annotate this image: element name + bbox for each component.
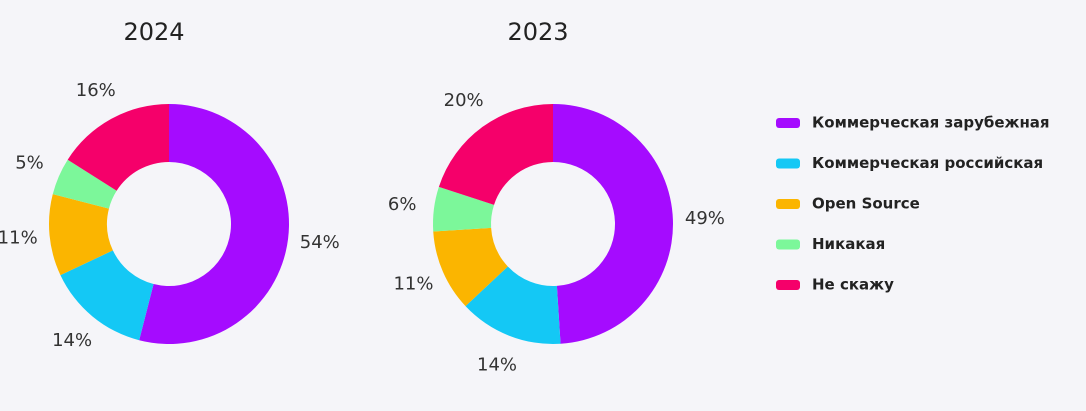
chart-title: 2023 bbox=[507, 18, 568, 46]
value-label: 16% bbox=[76, 80, 116, 101]
value-label: 49% bbox=[685, 208, 725, 229]
donut-slice bbox=[139, 104, 290, 344]
donut-slice bbox=[67, 104, 169, 191]
chart-title: 2024 bbox=[123, 18, 184, 46]
donut-slice bbox=[433, 227, 508, 307]
value-label: 14% bbox=[477, 354, 517, 375]
value-label: 54% bbox=[300, 232, 340, 253]
donut-slice bbox=[48, 194, 113, 276]
donut-slice bbox=[438, 104, 553, 205]
legend-label: Коммерческая зарубежная bbox=[812, 114, 1050, 132]
value-label: 6% bbox=[388, 194, 417, 215]
donut-slice bbox=[465, 266, 561, 344]
donut-slice bbox=[52, 159, 117, 209]
donut-slice bbox=[60, 250, 154, 341]
value-label: 5% bbox=[15, 153, 44, 174]
value-label: 11% bbox=[0, 227, 38, 248]
value-label: 11% bbox=[393, 273, 433, 294]
legend-swatch bbox=[776, 158, 800, 169]
legend-swatch bbox=[776, 118, 800, 128]
legend-label: Open Source bbox=[812, 195, 920, 213]
legend-label: Никакая bbox=[812, 235, 885, 253]
legend-swatch bbox=[776, 239, 800, 250]
legend-swatch bbox=[776, 280, 800, 290]
donut-slice bbox=[553, 104, 674, 344]
legend-swatch bbox=[776, 199, 800, 209]
donut-slice bbox=[433, 186, 495, 232]
legend-label: Не скажу bbox=[812, 276, 894, 294]
value-label: 14% bbox=[52, 330, 92, 351]
value-label: 20% bbox=[444, 90, 484, 111]
legend-label: Коммерческая российская bbox=[812, 154, 1043, 172]
